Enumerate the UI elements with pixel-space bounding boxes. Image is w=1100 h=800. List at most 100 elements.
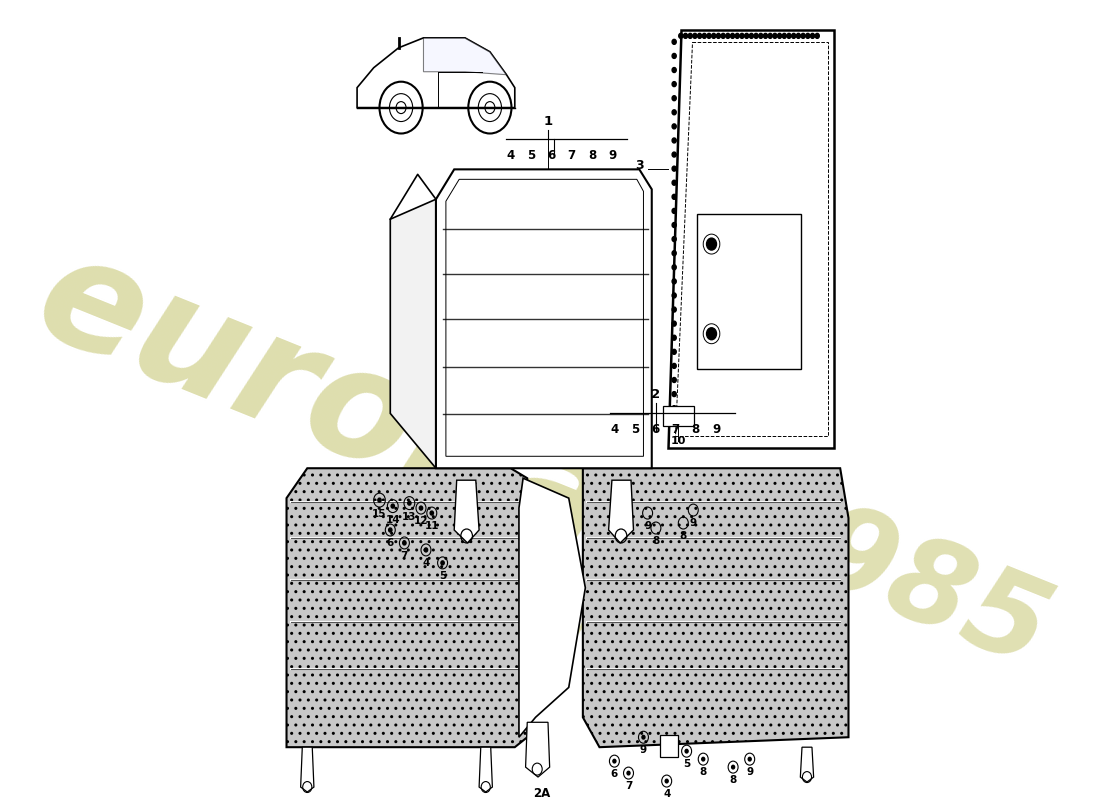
Text: 7: 7 (568, 150, 575, 162)
Polygon shape (424, 38, 506, 74)
Circle shape (377, 498, 382, 502)
Circle shape (672, 209, 676, 214)
Circle shape (672, 222, 676, 227)
Circle shape (730, 34, 735, 38)
Text: 12: 12 (414, 516, 428, 526)
Circle shape (672, 350, 676, 354)
Bar (662, 406, 694, 426)
Circle shape (672, 265, 676, 270)
Polygon shape (669, 30, 835, 448)
Text: 7: 7 (625, 781, 632, 791)
Circle shape (672, 363, 676, 368)
Text: 2: 2 (651, 389, 660, 402)
Circle shape (801, 34, 805, 38)
Text: 5: 5 (683, 759, 690, 769)
Text: 9: 9 (644, 521, 651, 531)
Circle shape (722, 34, 725, 38)
Circle shape (672, 279, 676, 284)
Circle shape (672, 166, 676, 171)
Circle shape (672, 54, 676, 58)
Circle shape (685, 750, 689, 753)
Polygon shape (390, 199, 436, 468)
Circle shape (672, 237, 676, 242)
Circle shape (679, 34, 683, 38)
Text: 4: 4 (422, 558, 430, 568)
Text: 7: 7 (400, 551, 408, 561)
Text: 9: 9 (640, 745, 647, 755)
Polygon shape (454, 480, 480, 543)
Circle shape (666, 779, 668, 783)
Circle shape (672, 110, 676, 114)
Circle shape (672, 293, 676, 298)
Text: 8: 8 (700, 767, 707, 777)
Text: 6: 6 (387, 538, 394, 548)
Text: 9: 9 (608, 150, 616, 162)
Circle shape (693, 34, 697, 38)
Polygon shape (358, 38, 515, 107)
Text: 1985: 1985 (718, 463, 1066, 693)
Circle shape (697, 34, 702, 38)
Circle shape (702, 34, 706, 38)
Circle shape (672, 67, 676, 73)
Circle shape (683, 34, 688, 38)
Circle shape (627, 771, 630, 775)
Text: 4: 4 (663, 789, 670, 799)
Text: 6: 6 (547, 150, 556, 162)
Circle shape (672, 335, 676, 340)
Polygon shape (526, 722, 550, 777)
Circle shape (732, 766, 735, 769)
Polygon shape (300, 747, 313, 792)
Circle shape (672, 180, 676, 186)
Text: 9: 9 (746, 767, 754, 777)
Circle shape (672, 307, 676, 312)
Circle shape (702, 758, 705, 761)
Circle shape (441, 561, 444, 565)
Text: 4: 4 (610, 423, 618, 437)
Circle shape (672, 138, 676, 143)
Text: 8: 8 (692, 423, 700, 437)
Circle shape (392, 504, 395, 508)
Text: 5: 5 (439, 571, 447, 581)
Text: 8: 8 (729, 775, 737, 785)
Polygon shape (286, 468, 527, 747)
Circle shape (805, 34, 810, 38)
Polygon shape (436, 170, 652, 468)
Circle shape (754, 34, 758, 38)
Text: 6: 6 (610, 769, 618, 779)
Circle shape (796, 34, 801, 38)
Text: 9: 9 (712, 423, 720, 437)
Circle shape (749, 34, 754, 38)
Polygon shape (801, 747, 814, 782)
Circle shape (716, 34, 720, 38)
Circle shape (811, 34, 815, 38)
Circle shape (773, 34, 777, 38)
Text: 8: 8 (587, 150, 596, 162)
Text: 6: 6 (651, 423, 659, 437)
Circle shape (672, 391, 676, 397)
Circle shape (403, 541, 406, 545)
Circle shape (672, 420, 676, 425)
Text: a passion for parts since 1985: a passion for parts since 1985 (282, 490, 839, 746)
Circle shape (745, 34, 749, 38)
Polygon shape (583, 468, 848, 747)
Circle shape (782, 34, 786, 38)
Circle shape (672, 124, 676, 129)
Polygon shape (519, 478, 585, 738)
Text: 13: 13 (403, 511, 417, 522)
Circle shape (672, 82, 676, 86)
Circle shape (712, 34, 716, 38)
Circle shape (408, 501, 411, 505)
Circle shape (613, 759, 616, 763)
Circle shape (707, 34, 711, 38)
Circle shape (430, 511, 433, 515)
Circle shape (689, 34, 692, 38)
Bar (660, 735, 679, 757)
Circle shape (388, 528, 392, 532)
Circle shape (672, 378, 676, 382)
Circle shape (672, 321, 676, 326)
Circle shape (672, 406, 676, 410)
Circle shape (735, 34, 739, 38)
Circle shape (726, 34, 730, 38)
Text: 8: 8 (680, 531, 686, 541)
Circle shape (792, 34, 795, 38)
